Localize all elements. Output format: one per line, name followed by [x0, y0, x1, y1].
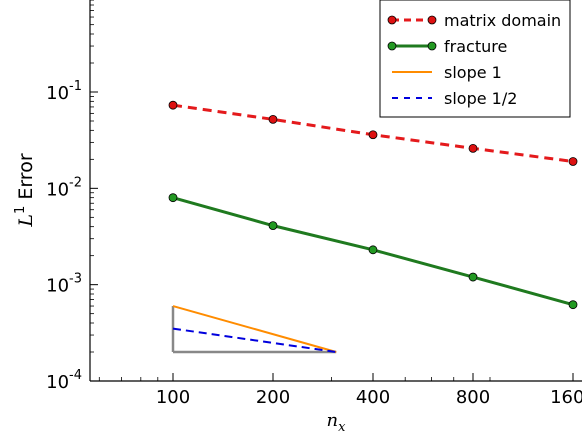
legend-items: matrix domain fracture slope 1 slope 1/2: [387, 11, 561, 108]
legend-marker: [427, 15, 437, 25]
legend-label: slope 1: [444, 63, 502, 82]
y-axis-label: L1 Error: [13, 153, 37, 227]
legend-label: matrix domain: [444, 11, 561, 30]
data-point: [168, 193, 178, 203]
slope-1-line: [172, 305, 337, 353]
x-axis-ticks: 100 200 400 800 1600: [156, 373, 582, 408]
legend-label: slope 1/2: [444, 89, 517, 108]
x-axis-label-base: n: [327, 410, 339, 431]
x-tick-label: 1600: [550, 387, 582, 408]
minor-ticks: [90, 0, 491, 381]
y-tick-label: 10-2: [46, 175, 82, 200]
legend-marker: [427, 41, 437, 51]
legend-marker: [387, 15, 397, 25]
slope-triangle: [171, 305, 337, 354]
y-axis-label-text: Error: [15, 153, 37, 206]
data-point: [568, 157, 578, 166]
data-point: [468, 272, 478, 282]
legend-box: [379, 0, 571, 118]
y-tick-label: 10-3: [46, 272, 82, 297]
y-tick-label: 10-4: [46, 368, 82, 393]
slope-half-line: [172, 327, 337, 353]
y-axis-label-base: L: [15, 214, 37, 228]
plot-axes-frame: [89, 0, 582, 382]
legend-marker: [387, 41, 397, 51]
data-point: [368, 130, 378, 140]
x-tick-label: 200: [256, 387, 290, 408]
legend-label: fracture: [444, 37, 507, 56]
x-axis-label: nx: [327, 410, 347, 435]
legend: matrix domain fracture slope 1 slope 1/2: [379, 0, 571, 118]
y-axis-ticks: 10-4 10-3 10-2 10-1: [46, 79, 98, 393]
data-point: [368, 245, 378, 255]
data-point: [268, 221, 278, 231]
x-tick-label: 400: [356, 387, 390, 408]
x-tick-label: 100: [156, 387, 190, 408]
series-layer: [168, 100, 578, 310]
data-point: [468, 143, 478, 153]
data-point: [168, 100, 178, 110]
y-tick-label: 10-1: [46, 79, 82, 104]
data-point: [568, 300, 578, 310]
x-tick-label: 800: [456, 387, 490, 408]
y-axis-label-superscript: 1: [13, 206, 28, 214]
x-axis-label-subscript: x: [338, 420, 346, 435]
data-point: [268, 114, 278, 124]
